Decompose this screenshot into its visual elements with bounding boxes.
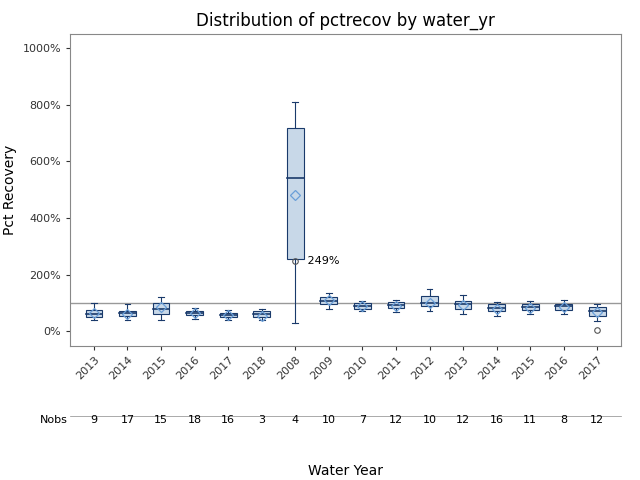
Bar	[152, 303, 170, 314]
Bar	[556, 304, 572, 310]
Bar	[119, 311, 136, 316]
Text: 18: 18	[188, 416, 202, 425]
Text: 16: 16	[490, 416, 504, 425]
Bar	[354, 303, 371, 309]
Text: 12: 12	[590, 416, 604, 425]
Text: 4: 4	[292, 416, 299, 425]
Text: 17: 17	[120, 416, 134, 425]
Bar	[220, 313, 237, 317]
Text: 15: 15	[154, 416, 168, 425]
Text: 10: 10	[422, 416, 436, 425]
Bar	[321, 298, 337, 304]
Text: 10: 10	[322, 416, 336, 425]
Bar	[253, 311, 270, 317]
Bar	[488, 304, 505, 311]
Text: 7: 7	[359, 416, 366, 425]
Text: Water Year: Water Year	[308, 464, 383, 478]
Text: 12: 12	[389, 416, 403, 425]
Text: 11: 11	[523, 416, 537, 425]
Bar	[421, 296, 438, 306]
Bar	[522, 304, 539, 310]
Text: 16: 16	[221, 416, 235, 425]
Y-axis label: Pct Recovery: Pct Recovery	[3, 144, 17, 235]
Bar	[388, 302, 404, 308]
Bar	[589, 307, 605, 316]
Text: 249%: 249%	[303, 256, 339, 266]
Bar	[454, 301, 472, 309]
Text: 8: 8	[560, 416, 567, 425]
Text: 12: 12	[456, 416, 470, 425]
Title: Distribution of pctrecov by water_yr: Distribution of pctrecov by water_yr	[196, 11, 495, 30]
Bar	[86, 310, 102, 317]
Text: 9: 9	[90, 416, 97, 425]
Text: 3: 3	[258, 416, 265, 425]
Bar	[186, 311, 203, 315]
Bar	[287, 128, 303, 259]
Text: Nobs: Nobs	[40, 416, 68, 425]
